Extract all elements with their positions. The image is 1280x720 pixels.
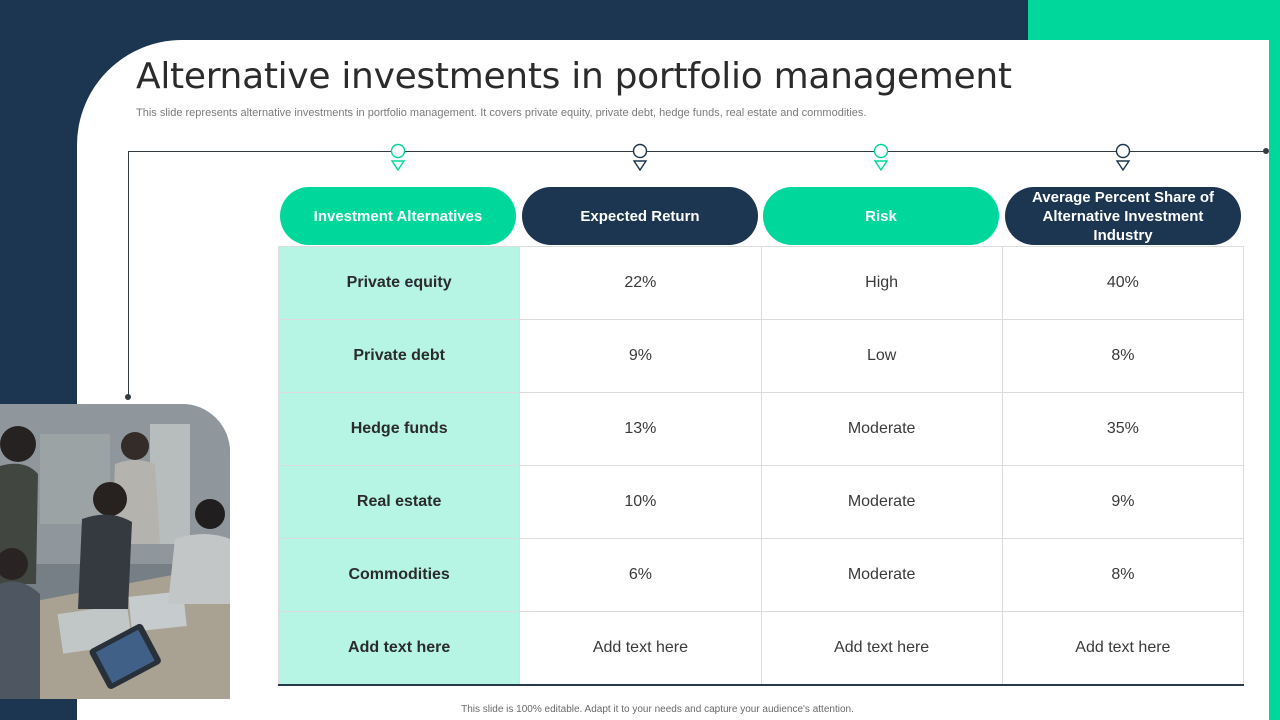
header-average-percent-share: Average Percent Share of Alternative Inv… — [1005, 187, 1241, 245]
timeline-vertical-line — [128, 151, 129, 397]
row-label: Private equity — [277, 245, 521, 321]
table-cell: High — [760, 245, 1003, 321]
right-accent-bar — [1270, 40, 1280, 720]
table-row: Commodities 6% Moderate 8% — [277, 538, 1245, 613]
table-cell: 6% — [519, 538, 762, 613]
row-label: Commodities — [277, 538, 521, 613]
table-cell: Low — [760, 319, 1003, 394]
table-cell: Add text here — [760, 611, 1003, 687]
table-cell: Moderate — [760, 538, 1003, 613]
marker-icon-3 — [873, 143, 889, 172]
marker-icon-1 — [390, 143, 406, 172]
header-investment-alternatives: Investment Alternatives — [280, 187, 516, 245]
row-label: Add text here — [277, 611, 521, 687]
table-row: Private equity 22% High 40% — [277, 245, 1245, 321]
table-cell: Add text here — [519, 611, 762, 687]
table-row: Hedge funds 13% Moderate 35% — [277, 392, 1245, 467]
page-subtitle: This slide represents alternative invest… — [136, 107, 867, 119]
row-label: Hedge funds — [277, 392, 521, 467]
row-label: Real estate — [277, 465, 521, 540]
table-cell: 8% — [1001, 319, 1245, 394]
timeline-end-dot — [1263, 148, 1269, 154]
timeline-start-dot — [125, 394, 131, 400]
table-cell: 9% — [1001, 465, 1245, 540]
table-row: Real estate 10% Moderate 9% — [277, 465, 1245, 540]
investment-table: Private equity 22% High 40% Private debt… — [277, 245, 1245, 687]
table-cell: 9% — [519, 319, 762, 394]
table-cell: 35% — [1001, 392, 1245, 467]
table-cell: Moderate — [760, 465, 1003, 540]
table-cell: 22% — [519, 245, 762, 321]
page-title: Alternative investments in portfolio man… — [136, 56, 1012, 97]
header-expected-return: Expected Return — [522, 187, 758, 245]
footer-note: This slide is 100% editable. Adapt it to… — [461, 704, 854, 715]
timeline-line — [128, 151, 1266, 152]
table-cell: 13% — [519, 392, 762, 467]
table-cell: Add text here — [1001, 611, 1245, 687]
table-cell: 40% — [1001, 245, 1245, 321]
table-cell: Moderate — [760, 392, 1003, 467]
table-cell: 10% — [519, 465, 762, 540]
marker-icon-2 — [632, 143, 648, 172]
table-row: Private debt 9% Low 8% — [277, 319, 1245, 394]
team-photo — [0, 404, 230, 699]
header-risk: Risk — [763, 187, 999, 245]
row-label: Private debt — [277, 319, 521, 394]
team-meeting-image — [0, 404, 230, 699]
table-row: Add text here Add text here Add text her… — [277, 611, 1245, 687]
marker-icon-4 — [1115, 143, 1131, 172]
table-cell: 8% — [1001, 538, 1245, 613]
